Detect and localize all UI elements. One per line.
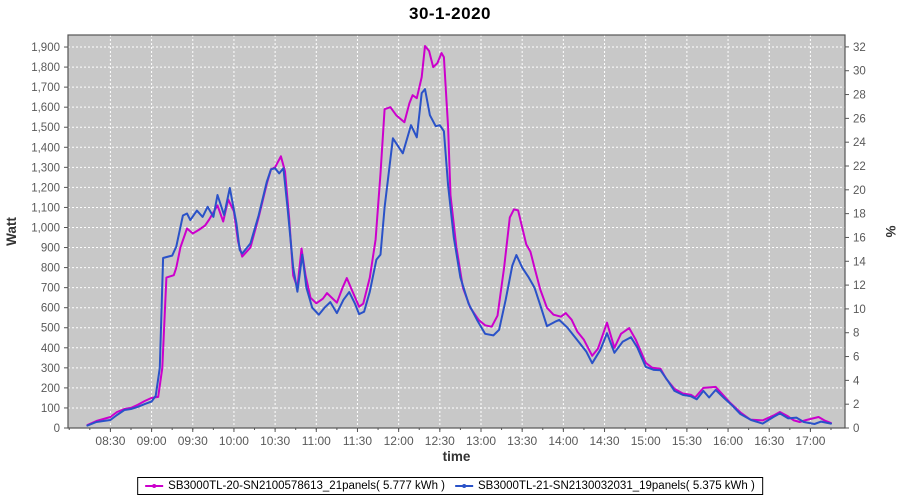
x-tick-label: 09:00 bbox=[137, 434, 167, 448]
left-tick-label: 600 bbox=[41, 303, 60, 315]
right-tick-label: 2 bbox=[853, 399, 859, 411]
right-tick-label: 20 bbox=[853, 185, 866, 197]
plot-border bbox=[67, 34, 846, 429]
right-tick-label: 0 bbox=[853, 423, 859, 435]
right-tick-label: 10 bbox=[853, 304, 866, 316]
left-tick-label: 1,200 bbox=[31, 182, 60, 194]
series2-line-swatch bbox=[455, 484, 473, 488]
right-tick-label: 4 bbox=[853, 375, 860, 387]
right-tick-label: 8 bbox=[853, 328, 859, 340]
x-tick-label: 12:30 bbox=[425, 434, 455, 448]
x-tick-label: 17:00 bbox=[795, 434, 825, 448]
legend-item-inverter-21: SB3000TL-21-SN2130032031_19panels( 5.375… bbox=[455, 480, 755, 492]
left-tick-label: 800 bbox=[41, 263, 60, 275]
x-tick-label: 10:00 bbox=[219, 434, 249, 448]
right-tick-label: 14 bbox=[853, 256, 866, 268]
right-tick-label: 32 bbox=[853, 42, 866, 54]
x-axis-title: time bbox=[443, 449, 471, 464]
left-tick-label: 900 bbox=[41, 243, 60, 255]
left-tick-label: 1,100 bbox=[31, 202, 60, 214]
right-tick-label: 24 bbox=[853, 137, 866, 149]
right-tick-label: 26 bbox=[853, 113, 866, 125]
left-tick-label: 300 bbox=[41, 363, 60, 375]
left-tick-label: 1,400 bbox=[31, 142, 60, 154]
x-tick-label: 15:30 bbox=[672, 434, 702, 448]
chart-title: 30-1-2020 bbox=[408, 4, 491, 23]
x-tick-label: 13:00 bbox=[466, 434, 496, 448]
x-tick-label: 16:30 bbox=[754, 434, 784, 448]
left-tick-label: 100 bbox=[41, 403, 60, 415]
left-tick-label: 1,000 bbox=[31, 222, 60, 234]
x-tick-label: 14:30 bbox=[590, 434, 620, 448]
left-tick-label: 1,700 bbox=[31, 82, 60, 94]
series1-line-swatch bbox=[145, 484, 164, 488]
left-tick-label: 400 bbox=[41, 343, 60, 355]
right-tick-label: 18 bbox=[853, 209, 866, 221]
x-tick-label: 11:30 bbox=[343, 434, 372, 448]
x-tick-label: 12:00 bbox=[384, 434, 414, 448]
left-tick-label: 200 bbox=[41, 383, 60, 395]
right-axis-title: % bbox=[883, 225, 898, 237]
left-axis-title: Watt bbox=[4, 217, 19, 246]
legend-label: SB3000TL-21-SN2130032031_19panels( 5.375… bbox=[478, 480, 755, 492]
left-tick-label: 0 bbox=[54, 423, 60, 435]
x-tick-label: 15:00 bbox=[631, 434, 661, 448]
left-tick-label: 500 bbox=[41, 323, 60, 335]
right-tick-label: 30 bbox=[853, 66, 866, 78]
x-tick-label: 08:30 bbox=[95, 434, 125, 448]
left-tick-label: 1,300 bbox=[31, 162, 60, 174]
x-tick-label: 09:30 bbox=[178, 434, 208, 448]
x-tick-label: 11:00 bbox=[302, 434, 331, 448]
plot-canvas: 01002003004005006007008009001,0001,1001,… bbox=[4, 34, 898, 464]
x-tick-label: 14:00 bbox=[548, 434, 578, 448]
legend-item-inverter-20: SB3000TL-20-SN2100578613_21panels( 5.777… bbox=[145, 480, 445, 492]
x-tick-label: 10:30 bbox=[260, 434, 290, 448]
left-tick-label: 700 bbox=[41, 283, 60, 295]
series-line-2 bbox=[86, 88, 832, 427]
left-tick-label: 1,600 bbox=[31, 102, 60, 114]
right-tick-label: 22 bbox=[853, 161, 866, 173]
legend-label: SB3000TL-20-SN2100578613_21panels( 5.777… bbox=[168, 480, 445, 492]
x-tick-label: 16:00 bbox=[713, 434, 743, 448]
right-tick-label: 12 bbox=[853, 280, 866, 292]
left-tick-label: 1,800 bbox=[31, 62, 60, 74]
left-tick-label: 1,900 bbox=[31, 42, 60, 54]
left-tick-label: 1,500 bbox=[31, 122, 60, 134]
right-tick-label: 16 bbox=[853, 232, 866, 244]
right-tick-label: 6 bbox=[853, 352, 859, 364]
x-tick-label: 13:30 bbox=[507, 434, 537, 448]
right-tick-label: 28 bbox=[853, 90, 866, 102]
chart-legend: SB3000TL-20-SN2100578613_21panels( 5.777… bbox=[137, 477, 763, 495]
